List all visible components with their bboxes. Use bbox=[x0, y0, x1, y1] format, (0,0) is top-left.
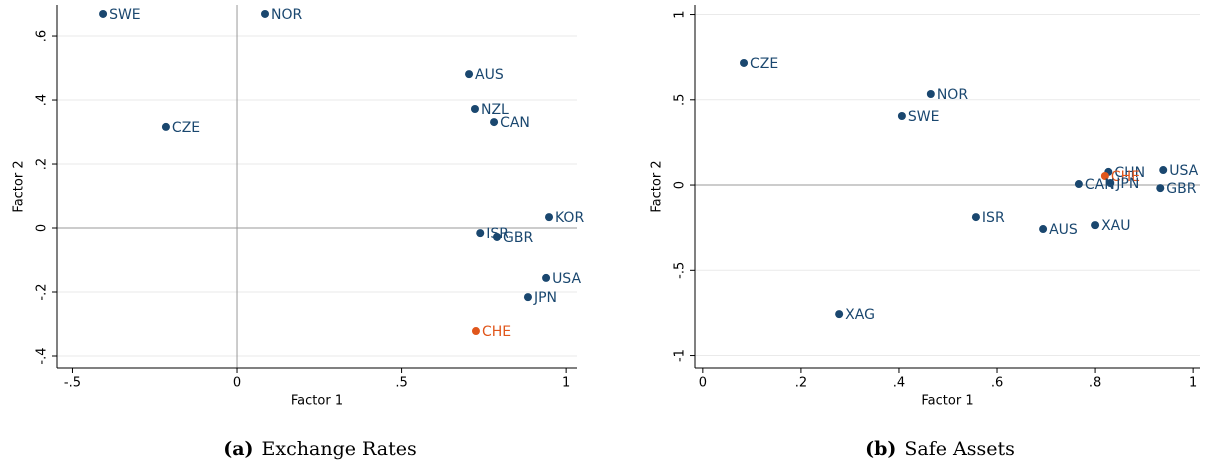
caption: (b) Safe Assets bbox=[865, 438, 1015, 460]
point bbox=[1039, 225, 1048, 234]
point bbox=[1091, 221, 1100, 230]
x-axis-title: Factor 1 bbox=[921, 394, 973, 409]
point bbox=[926, 90, 935, 99]
x-tick-label: -.5 bbox=[64, 376, 81, 391]
point bbox=[545, 213, 554, 222]
caption-text: Safe Assets bbox=[904, 438, 1015, 460]
point bbox=[897, 111, 906, 120]
point bbox=[490, 118, 499, 127]
point bbox=[470, 104, 479, 113]
x-tick-label: .4 bbox=[893, 376, 905, 391]
y-tick-label: -.5 bbox=[673, 262, 688, 279]
point-label: CZE bbox=[750, 56, 778, 72]
y-axis-title: Factor 2 bbox=[650, 160, 665, 212]
point bbox=[493, 232, 502, 241]
point-label: JPN bbox=[1115, 176, 1139, 192]
point-label: SWE bbox=[109, 7, 141, 23]
point-label: NOR bbox=[937, 87, 968, 103]
x-tick-label: 0 bbox=[699, 376, 707, 391]
point-label: GBR bbox=[503, 230, 533, 246]
point-label: ISR bbox=[982, 210, 1005, 226]
point bbox=[971, 213, 980, 222]
point-label: NZL bbox=[481, 102, 509, 118]
point-label: CHE bbox=[482, 324, 511, 340]
y-tick-label: .5 bbox=[673, 94, 688, 106]
y-tick-label: .6 bbox=[35, 30, 50, 42]
point-label: USA bbox=[552, 271, 581, 287]
y-axis-title: Factor 2 bbox=[12, 160, 27, 212]
point-label: CHE bbox=[1111, 169, 1140, 185]
point bbox=[161, 122, 170, 131]
point bbox=[1074, 180, 1083, 189]
point-label: NOR bbox=[271, 7, 302, 23]
x-tick-label: 0 bbox=[233, 376, 241, 391]
y-tick-label: -.4 bbox=[35, 347, 50, 364]
point-label: JPN bbox=[533, 290, 557, 306]
point bbox=[476, 229, 485, 238]
point-label: XAU bbox=[1101, 218, 1130, 234]
y-tick-label: -.2 bbox=[35, 283, 50, 300]
y-tick-label: .2 bbox=[35, 158, 50, 170]
y-tick-label: 0 bbox=[673, 181, 688, 189]
point-label: XAG bbox=[845, 307, 875, 323]
point-label: USA bbox=[1169, 163, 1198, 179]
y-tick-label: -1 bbox=[673, 349, 688, 362]
point-label: GBR bbox=[1166, 181, 1196, 197]
point-label: CAN bbox=[1085, 177, 1115, 193]
x-tick-label: .5 bbox=[395, 376, 407, 391]
caption-text: Exchange Rates bbox=[262, 438, 417, 460]
point bbox=[1159, 166, 1168, 175]
x-tick-label: .6 bbox=[991, 376, 1003, 391]
y-tick-label: 0 bbox=[35, 224, 50, 232]
point bbox=[740, 58, 749, 67]
point bbox=[523, 293, 532, 302]
point-label: CZE bbox=[172, 120, 200, 136]
x-tick-label: 1 bbox=[1189, 376, 1197, 391]
caption-tag: (a) bbox=[223, 438, 253, 460]
point bbox=[261, 9, 269, 18]
point bbox=[835, 310, 844, 319]
point bbox=[471, 327, 480, 336]
point bbox=[465, 70, 474, 79]
point-label: SWE bbox=[908, 109, 940, 125]
point-label: CAN bbox=[500, 115, 530, 131]
point-label: AUS bbox=[475, 67, 504, 83]
caption-tag: (b) bbox=[865, 438, 896, 460]
y-tick-label: .4 bbox=[35, 94, 50, 106]
caption: (a) Exchange Rates bbox=[223, 438, 416, 460]
x-tick-label: .8 bbox=[1089, 376, 1101, 391]
point-label: CHN bbox=[1114, 165, 1145, 181]
point-label: KOR bbox=[555, 210, 584, 226]
point bbox=[542, 273, 551, 282]
x-axis-title: Factor 1 bbox=[291, 394, 343, 409]
x-tick-label: 1 bbox=[562, 376, 570, 391]
point bbox=[1156, 184, 1165, 193]
y-tick-label: 1 bbox=[673, 10, 688, 18]
point bbox=[1106, 179, 1115, 188]
x-tick-label: .2 bbox=[795, 376, 807, 391]
point-label: AUS bbox=[1049, 222, 1078, 238]
point bbox=[1100, 172, 1109, 181]
point bbox=[99, 9, 108, 18]
